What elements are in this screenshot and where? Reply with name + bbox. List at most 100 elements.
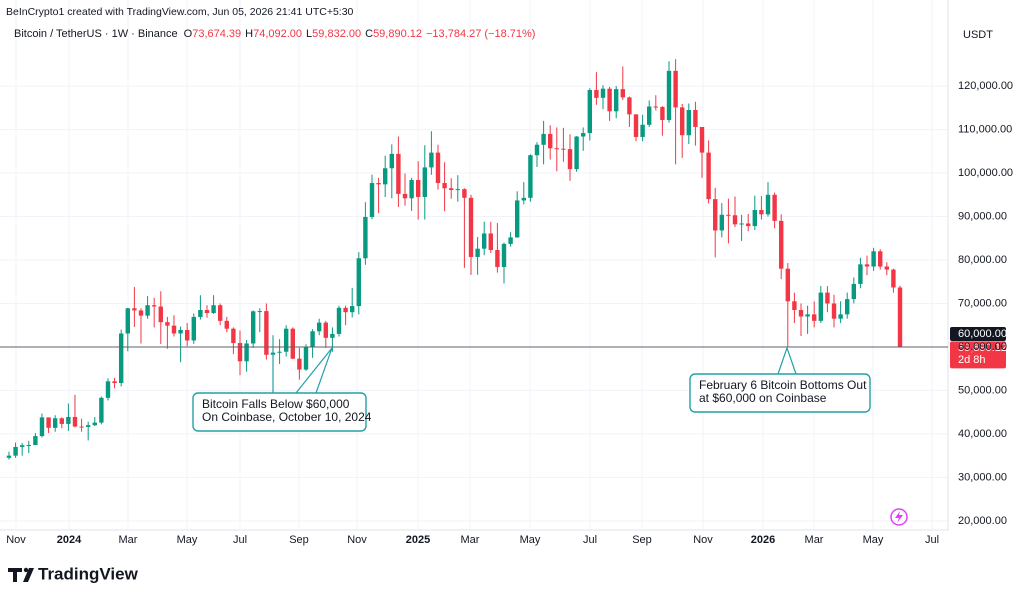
candle-body [528,155,533,198]
candle-body [336,307,342,334]
symbol-line: Bitcoin / TetherUS · 1W · Binance O73,674… [14,28,535,40]
y-tick-label: 60,000.00 [958,341,1007,353]
candle-body [812,314,817,321]
candle-body [514,200,520,238]
candle-body [495,250,500,267]
candle-body [303,346,309,370]
candle-body [389,153,394,169]
candle-body [627,97,632,115]
candle-body [250,311,256,344]
candle-body [310,331,315,347]
candle-body [561,148,566,150]
candle-body [673,70,678,108]
candle-body [581,133,586,137]
candle-body [825,292,830,304]
candle-body [845,299,850,315]
candle-body [435,152,441,184]
candle-body [752,210,758,227]
x-tick-label: Nov [347,534,367,546]
candle-body [851,283,857,300]
candle-body [693,110,698,127]
candle-body [105,381,111,398]
candle-body [257,311,262,313]
candle-body [211,305,216,314]
candle-body [699,126,705,153]
x-tick-label: Jul [233,534,247,546]
candle-body [785,268,791,302]
candle-body [448,188,454,190]
candle-body [891,269,896,288]
ohlc-value: 74,092.00 [253,28,302,40]
candle-body [39,417,45,437]
last-price-tag [950,341,1006,369]
candle-body [746,223,751,227]
hline-tag-label: 60,000.00 [958,328,1007,340]
candle-body [343,307,348,313]
candle-body [455,189,460,191]
x-tick-label: 2025 [406,534,430,546]
credit: BeInCrypto1 created with TradingView.com… [6,6,354,18]
candle-body [759,210,764,215]
candle-body [620,89,626,98]
hline-tag [950,326,1006,341]
x-tick-label: 2026 [751,534,775,546]
candle-body [363,216,368,259]
candle-body [33,436,38,445]
candle-body [138,310,144,316]
candle-body [72,416,78,427]
candle-body [488,233,493,250]
candle-body [277,351,282,353]
candle-body [429,152,434,168]
candle-body [706,152,711,200]
candle-body [521,197,526,201]
candle-body [376,183,381,185]
candle-body [468,197,474,257]
candle-body [739,223,744,225]
candle-body [878,251,883,267]
x-tick-label: Jul [583,534,597,546]
callout-text: On Coinbase, October 10, 2024 [202,410,372,424]
callout-pointer [295,347,333,394]
callout-text: February 6 Bitcoin Bottoms Out [699,378,867,392]
y-tick-label: 40,000.00 [958,428,1007,440]
ohlc-value: 73,674.39 [192,28,241,40]
candle-body [244,343,249,362]
x-tick-label: Sep [632,534,652,546]
candle-body [66,416,71,424]
candle-body [481,233,487,249]
candle-body [79,426,84,428]
candle-body [356,258,361,307]
candle-body [349,306,355,313]
x-tick-label: May [520,534,541,546]
candle-body [534,144,540,156]
currency-box [958,26,998,44]
candle-body [422,167,427,197]
candle-body [647,106,652,125]
countdown: 2d 8h [958,354,986,366]
candle-body [198,310,203,317]
candle-body [224,320,229,329]
candle-body [283,328,289,352]
symbol: Bitcoin / TetherUS · 1W · Binance [14,28,178,40]
candle-body [46,417,51,428]
candle-body [316,322,322,332]
ohlc-key: H [245,28,253,40]
candle-body [217,305,223,321]
candle-body [871,251,876,267]
y-tick-label: 50,000.00 [958,384,1007,396]
x-tick-label: Sep [289,534,309,546]
candle-body [554,148,560,150]
candle-body [112,381,117,384]
candle-body [686,110,692,136]
candle-body [633,114,639,137]
ohlc-value: 59,890.12 [373,28,422,40]
candle-body [409,180,414,199]
candle-body [653,106,659,108]
candle-body [369,183,375,217]
candle-body [290,328,295,359]
candle-body [831,303,837,319]
candle-body [204,310,210,314]
x-tick-label: Jul [925,534,939,546]
candle-body [402,193,408,199]
